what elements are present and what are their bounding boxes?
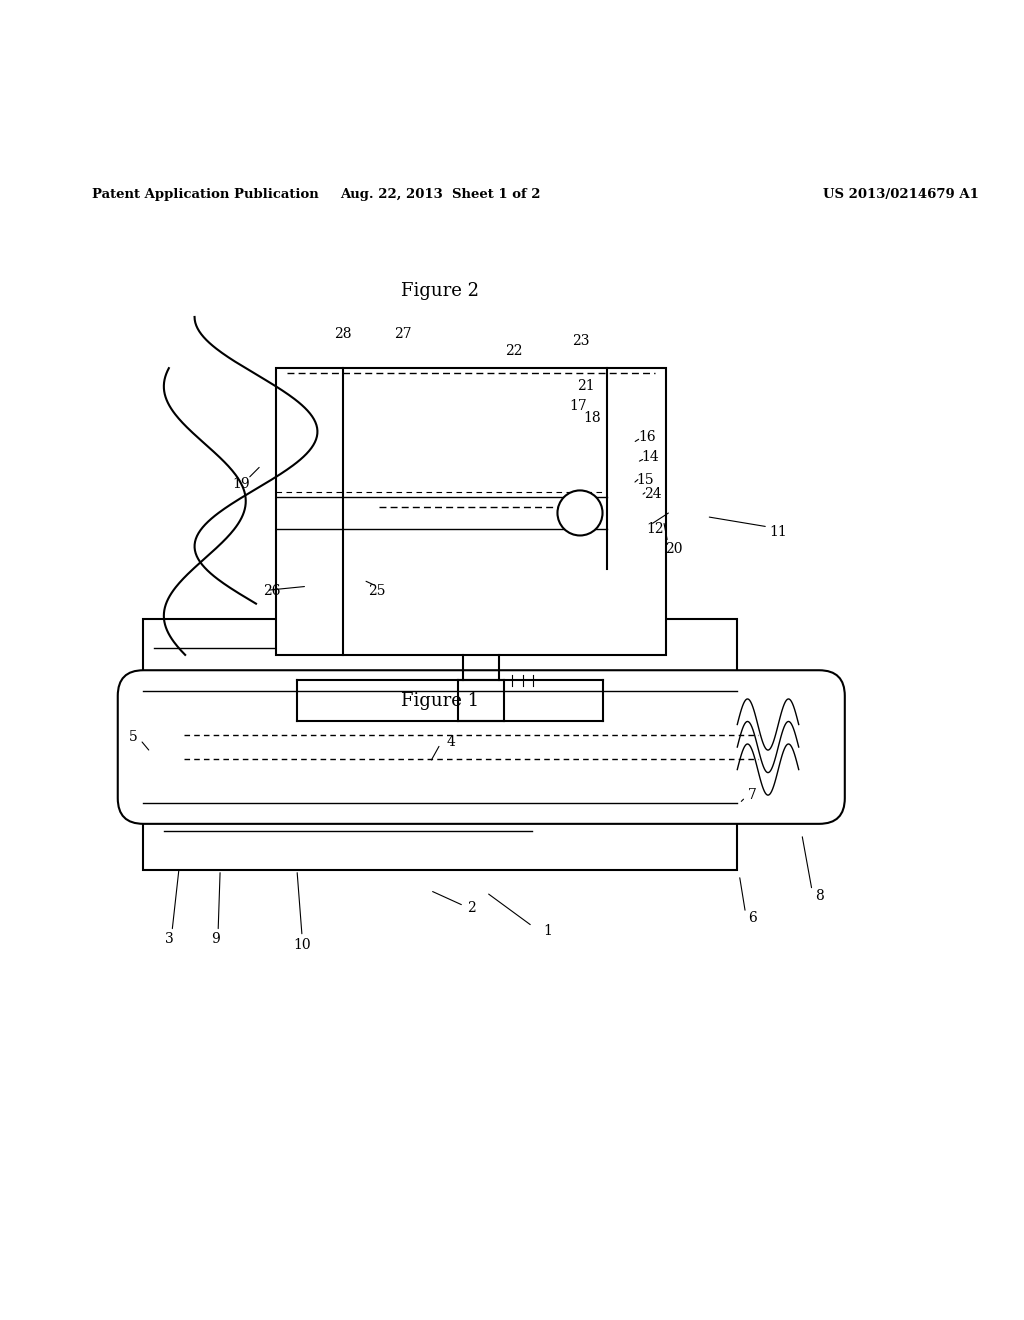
- Text: 11: 11: [769, 525, 787, 539]
- Text: 4: 4: [446, 735, 455, 748]
- Text: 28: 28: [334, 327, 352, 342]
- Text: 16: 16: [638, 430, 656, 444]
- Text: 9: 9: [211, 932, 219, 945]
- Text: 23: 23: [571, 334, 590, 347]
- Text: 18: 18: [583, 412, 601, 425]
- Text: 22: 22: [505, 343, 523, 358]
- Circle shape: [557, 491, 602, 536]
- Text: 15: 15: [636, 473, 654, 487]
- FancyBboxPatch shape: [118, 671, 845, 824]
- Text: Aug. 22, 2013  Sheet 1 of 2: Aug. 22, 2013 Sheet 1 of 2: [340, 187, 541, 201]
- Text: Figure 1: Figure 1: [401, 692, 479, 710]
- Text: 17: 17: [569, 399, 588, 413]
- Text: 21: 21: [577, 379, 595, 392]
- Bar: [276, 368, 666, 655]
- Text: Figure 2: Figure 2: [401, 282, 479, 301]
- Text: 10: 10: [293, 937, 311, 952]
- Text: 7: 7: [749, 788, 757, 803]
- Text: 8: 8: [815, 888, 823, 903]
- Text: Patent Application Publication: Patent Application Publication: [92, 187, 318, 201]
- Text: 3: 3: [165, 932, 173, 945]
- Text: 19: 19: [231, 477, 250, 491]
- Text: 27: 27: [393, 327, 412, 342]
- Text: 14: 14: [641, 450, 659, 465]
- Text: 26: 26: [262, 585, 281, 598]
- Text: 5: 5: [129, 730, 137, 743]
- Text: 12: 12: [646, 521, 665, 536]
- Text: 6: 6: [749, 911, 757, 925]
- Text: 25: 25: [368, 585, 386, 598]
- Bar: [143, 619, 737, 870]
- Text: 2: 2: [467, 900, 475, 915]
- Text: 1: 1: [544, 924, 552, 939]
- Text: US 2013/0214679 A1: US 2013/0214679 A1: [823, 187, 979, 201]
- Text: 24: 24: [644, 487, 663, 502]
- Text: 20: 20: [665, 543, 683, 557]
